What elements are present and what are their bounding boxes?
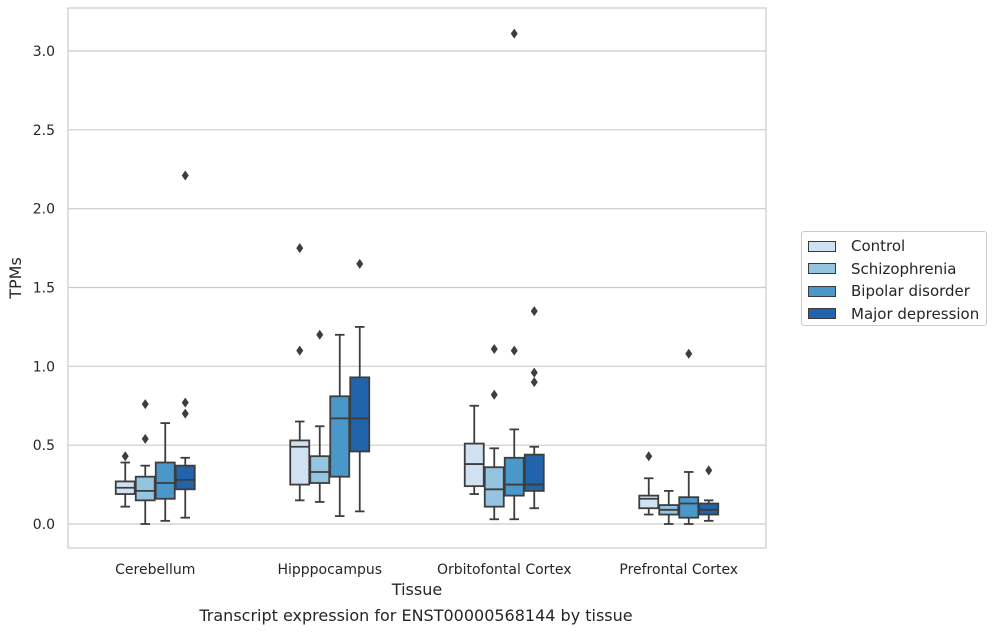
box-group	[154, 422, 176, 522]
legend-swatch-bipolar-disorder	[808, 285, 836, 297]
legend-label-bipolar-disorder: Bipolar disorder	[851, 282, 970, 301]
legend: Control Schizophrenia Bipolar disorder M…	[801, 231, 987, 326]
box	[349, 376, 371, 453]
y-tick-label: 2.5	[33, 123, 55, 139]
y-tick-label: 0.5	[33, 438, 55, 454]
boxes	[114, 28, 720, 525]
x-tick-label: Hipppocampus	[277, 562, 382, 578]
box-group	[678, 348, 700, 525]
chart-caption: Transcript expression for ENST0000056814…	[199, 606, 633, 625]
x-tick-label: Prefrontal Cortex	[619, 562, 738, 578]
box	[289, 439, 311, 486]
box	[154, 461, 176, 500]
outlier-point	[356, 258, 364, 269]
box-group	[483, 343, 505, 521]
outlier-point	[530, 377, 538, 388]
outlier-point	[141, 433, 149, 444]
box	[638, 494, 660, 510]
y-tick-label: 2.0	[33, 202, 55, 218]
outlier-point	[490, 343, 498, 354]
legend-item-bipolar-disorder: Bipolar disorder	[808, 280, 986, 303]
outlier-point	[296, 345, 304, 356]
box-group	[309, 329, 331, 503]
y-tick-label: 1.0	[33, 359, 55, 375]
box	[309, 455, 331, 484]
legend-item-schizophrenia: Schizophrenia	[808, 258, 986, 281]
box	[174, 464, 196, 491]
box-group	[658, 489, 680, 525]
outlier-point	[705, 465, 713, 476]
legend-swatch-major-depression	[808, 308, 836, 320]
x-axis-label: Tissue	[391, 580, 442, 599]
legend-label-schizophrenia: Schizophrenia	[851, 259, 957, 278]
box-group	[503, 28, 525, 521]
box	[134, 475, 156, 502]
box-group	[289, 243, 311, 502]
outlier-point	[490, 389, 498, 400]
box	[483, 466, 505, 508]
legend-item-control: Control	[808, 235, 986, 258]
box	[503, 456, 525, 497]
outlier-point	[530, 306, 538, 317]
legend-label-control: Control	[851, 237, 906, 256]
legend-label-major-depression: Major depression	[851, 304, 980, 323]
x-tick-labels: Cerebellum Hipppocampus Orbitofontal Corte…	[115, 562, 738, 578]
outlier-point	[181, 397, 189, 408]
y-axis-label: TPMs	[6, 257, 25, 300]
outlier-point	[121, 451, 129, 462]
box-group	[638, 451, 660, 516]
box-group	[463, 404, 485, 495]
y-tick-label: 1.5	[33, 281, 55, 297]
box-group	[329, 333, 351, 518]
outlier-point	[685, 348, 693, 359]
outlier-point	[181, 408, 189, 419]
outlier-point	[510, 28, 518, 39]
outlier-point	[645, 451, 653, 462]
box	[329, 395, 351, 478]
x-tick-label: Orbitofontal Cortex	[437, 562, 572, 578]
outlier-point	[141, 399, 149, 410]
box-group	[174, 170, 196, 519]
y-tick-labels: 0.0 0.5 1.0 1.5 2.0 2.5 3.0	[33, 44, 55, 533]
box	[678, 496, 700, 519]
y-tick-label: 3.0	[33, 44, 55, 60]
outlier-point	[296, 243, 304, 254]
box	[523, 453, 545, 492]
y-tick-label: 0.0	[33, 517, 55, 533]
x-tick-label: Cerebellum	[115, 562, 195, 578]
outlier-point	[510, 345, 518, 356]
legend-swatch-control	[808, 240, 836, 252]
legend-swatch-schizophrenia	[808, 263, 836, 275]
box-group	[349, 258, 371, 513]
outlier-point	[530, 367, 538, 378]
box-group	[698, 465, 720, 522]
box-group	[134, 399, 156, 525]
box-group	[114, 451, 136, 508]
outlier-point	[181, 170, 189, 181]
legend-item-major-depression: Major depression	[808, 303, 986, 326]
outlier-point	[316, 329, 324, 340]
box-group	[523, 306, 545, 510]
gridlines	[68, 50, 766, 525]
